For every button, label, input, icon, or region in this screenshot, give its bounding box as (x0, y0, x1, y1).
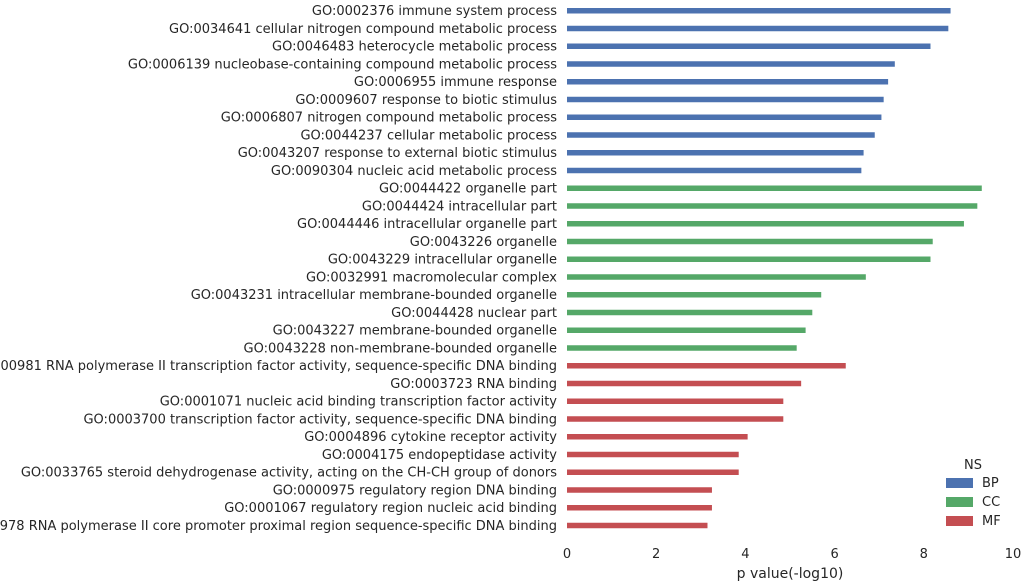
category-label: GO:0032991 macromolecular complex (306, 270, 557, 285)
legend-label-mf: MF (982, 514, 1001, 529)
bar-cc (567, 185, 982, 191)
bar-mf (567, 398, 784, 404)
x-axis: 0 2 4 6 8 10 (563, 547, 1021, 562)
bar-bp (567, 61, 895, 67)
bar-mf (567, 451, 739, 458)
bar-bp (567, 43, 931, 49)
x-tick-label: 4 (741, 547, 749, 562)
category-label: GO:0044424 intracellular part (362, 199, 557, 214)
category-label: GO:0004175 endopeptidase activity (322, 448, 557, 463)
bar-cc (567, 238, 933, 245)
category-label: GO:0006955 immune response (354, 75, 557, 90)
category-label: GO:0043228 non-membrane-bounded organell… (244, 341, 558, 356)
bar-cc (567, 292, 822, 298)
bar-bp (567, 150, 864, 156)
x-tick-label: 10 (1005, 547, 1022, 562)
bar-cc (567, 309, 813, 316)
category-label: GO:0000981 RNA polymerase II transcripti… (0, 359, 557, 374)
legend-swatch-mf (946, 516, 973, 526)
bar-bp (567, 8, 951, 14)
bar-mf (567, 505, 712, 511)
bar-cc (567, 203, 978, 209)
category-labels: GO:0002376 immune system process GO:00346… (0, 4, 557, 534)
bar-cc (567, 345, 797, 351)
category-label: GO:0090304 nucleic acid metabolic proces… (271, 164, 557, 179)
category-label: GO:0043207 response to external biotic s… (238, 146, 558, 161)
legend-swatch-cc (946, 497, 973, 507)
bar-bp (567, 96, 884, 103)
bar-mf (567, 434, 748, 440)
category-label: GO:0003723 RNA binding (390, 377, 557, 392)
bar-mf (567, 380, 802, 387)
bar-cc (567, 327, 806, 333)
bar-cc (567, 221, 964, 227)
bar-mf (567, 416, 784, 422)
category-label: GO:0043227 membrane-bounded organelle (273, 324, 557, 339)
category-label: GO:0033765 steroid dehydrogenase activit… (21, 466, 557, 481)
category-label: GO:0000975 regulatory region DNA binding (273, 483, 557, 498)
category-label: GO:0001071 nucleic acid binding transcri… (160, 395, 558, 410)
legend: NS BP CC MF (946, 458, 1001, 529)
bar-mf (567, 487, 712, 493)
category-label: GO:0000978 RNA polymerase II core promot… (0, 519, 557, 534)
legend-swatch-bp (946, 478, 973, 488)
bar-cc (567, 256, 931, 262)
bar-bp (567, 25, 949, 32)
x-tick-label: 6 (830, 547, 838, 562)
category-label: GO:0043231 intracellular membrane-bounde… (191, 288, 557, 303)
category-label: GO:0046483 heterocycle metabolic process (272, 40, 557, 55)
category-label: GO:0044446 intracellular organelle part (297, 217, 557, 232)
bar-bp (567, 167, 862, 174)
category-label: GO:0043226 organelle (410, 235, 557, 250)
bar-mf (567, 522, 708, 529)
bar-cc (567, 274, 866, 280)
bar-mf (567, 469, 739, 475)
category-label: GO:0043229 intracellular organelle (328, 253, 557, 268)
legend-title: NS (964, 458, 982, 473)
category-label: GO:0006139 nucleobase-containing compoun… (128, 57, 557, 72)
bar-bp (567, 79, 889, 85)
bar-bp (567, 132, 875, 138)
category-label: GO:0006807 nitrogen compound metabolic p… (221, 111, 558, 126)
x-axis-title: p value(-log10) (737, 566, 844, 582)
legend-label-bp: BP (982, 476, 999, 491)
category-label: GO:0044422 organelle part (379, 182, 557, 197)
x-tick-label: 0 (563, 547, 571, 562)
category-label: GO:0002376 immune system process (312, 4, 557, 19)
category-label: GO:0004896 cytokine receptor activity (304, 430, 557, 445)
bar-mf (567, 363, 846, 369)
bar-bp (567, 114, 882, 120)
category-label: GO:0009607 response to biotic stimulus (295, 93, 557, 108)
legend-label-cc: CC (982, 495, 1000, 510)
bars-group (567, 8, 982, 529)
category-label: GO:0044428 nuclear part (391, 306, 557, 321)
category-label: GO:0034641 cellular nitrogen compound me… (169, 22, 557, 37)
category-label: GO:0003700 transcription factor activity… (83, 412, 557, 427)
x-tick-label: 2 (652, 547, 660, 562)
x-tick-label: 8 (920, 547, 928, 562)
category-label: GO:0044237 cellular metabolic process (300, 128, 557, 143)
category-label: GO:0001067 regulatory region nucleic aci… (224, 501, 557, 516)
